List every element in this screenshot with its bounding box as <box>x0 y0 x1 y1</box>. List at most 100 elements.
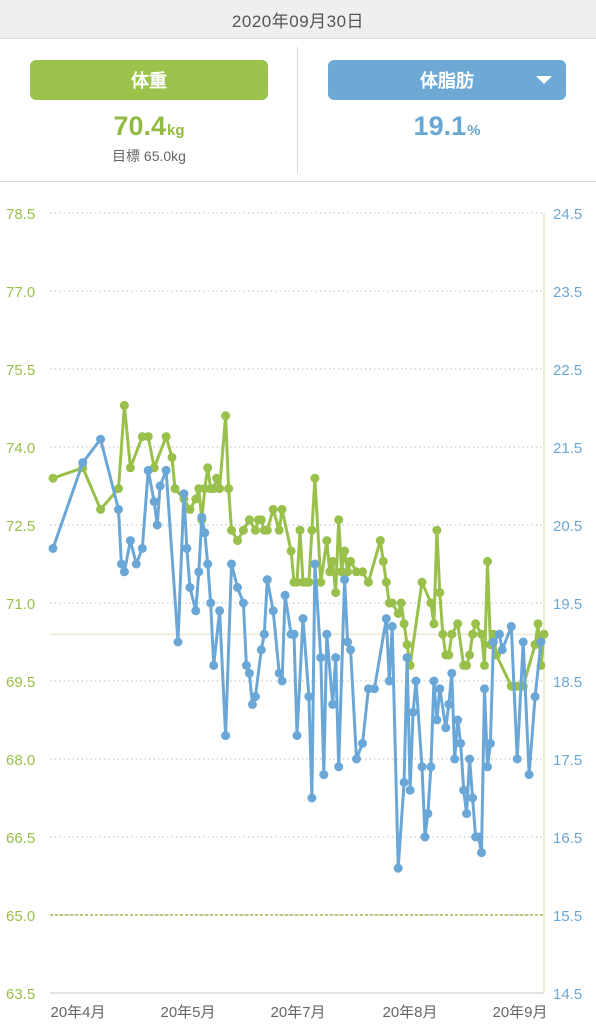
fat-point <box>423 809 433 819</box>
fat-panel: 体脂肪 19.1% <box>298 39 596 181</box>
weight-point <box>277 504 287 514</box>
weight-point <box>539 629 549 639</box>
fat-point <box>244 668 254 678</box>
fat-point <box>307 793 317 803</box>
fat-point <box>334 762 344 772</box>
fat-point <box>149 497 159 507</box>
weight-point <box>402 640 412 650</box>
weight-point <box>444 650 454 660</box>
weight-point <box>286 546 296 556</box>
fat-point <box>465 754 475 764</box>
fat-point <box>152 520 162 530</box>
weight-tab-button[interactable]: 体重 <box>30 60 268 100</box>
weight-point <box>396 598 406 608</box>
weight-number: 70.4 <box>113 111 167 141</box>
fat-point <box>494 629 504 639</box>
weight-point <box>274 525 284 535</box>
weight-point <box>185 504 195 514</box>
fat-point <box>331 653 341 663</box>
fat-point <box>480 684 489 694</box>
weight-point <box>233 536 242 546</box>
weight-point <box>432 525 442 535</box>
weight-point <box>268 504 278 514</box>
weight-point <box>417 577 427 587</box>
fat-point <box>209 660 219 670</box>
fat-point <box>155 481 165 491</box>
y-right-tick-label: 17.5 <box>553 752 582 769</box>
weight-point <box>125 463 135 473</box>
weight-point <box>215 484 225 494</box>
fat-point <box>197 512 207 522</box>
fat-point <box>274 668 284 678</box>
fat-point <box>512 754 522 764</box>
weight-point <box>471 619 481 629</box>
weight-point <box>256 515 266 525</box>
y-left-tick-label: 71.0 <box>6 596 35 613</box>
fat-point <box>488 637 498 647</box>
fat-point <box>447 668 457 678</box>
fat-point <box>262 575 272 585</box>
weight-point <box>340 546 350 556</box>
weight-point <box>483 556 492 566</box>
weight-point <box>212 473 222 483</box>
weight-point <box>343 567 353 577</box>
weight-point <box>346 556 356 566</box>
weight-point <box>295 525 305 535</box>
fat-point <box>387 621 397 631</box>
weight-point <box>465 650 475 660</box>
fat-point <box>536 637 546 647</box>
weight-point <box>310 473 320 483</box>
y-left-tick-label: 66.5 <box>6 830 35 847</box>
fat-point <box>206 598 216 608</box>
weight-unit: kg <box>167 122 185 139</box>
fat-line <box>51 437 543 870</box>
fat-point <box>485 738 495 748</box>
weight-line <box>52 403 546 688</box>
fat-point <box>48 543 58 553</box>
fat-point <box>316 653 326 663</box>
fat-point <box>319 770 329 780</box>
fat-point <box>399 777 409 787</box>
fat-point <box>381 614 391 624</box>
fat-point <box>161 465 171 475</box>
fat-point <box>215 606 225 616</box>
fat-series <box>48 434 546 873</box>
weight-point <box>429 619 439 629</box>
weight-point <box>227 525 236 535</box>
fat-point <box>221 731 231 741</box>
weight-point <box>96 504 106 514</box>
fat-value: 19.1% <box>298 111 596 142</box>
fat-point <box>346 645 356 655</box>
weight-panel: 体重 70.4kg 目標 65.0kg <box>0 39 298 181</box>
weight-point <box>328 556 338 566</box>
weight-point <box>435 588 445 598</box>
fat-point <box>393 863 403 873</box>
fat-point <box>518 637 528 647</box>
y-left-tick-label: 68.0 <box>6 752 35 769</box>
goal-label: 目標 <box>112 148 141 164</box>
fat-point <box>322 629 332 639</box>
fat-point <box>483 762 492 772</box>
fat-point <box>450 754 460 764</box>
weight-point <box>331 588 341 598</box>
weight-point <box>453 619 463 629</box>
x-tick-label: 20年8月 <box>382 1004 437 1021</box>
y-left-tick-label: 69.5 <box>6 674 35 691</box>
fat-point <box>78 458 88 468</box>
weight-point <box>426 598 436 608</box>
fat-point <box>116 559 126 569</box>
fat-point <box>241 660 251 670</box>
fat-point <box>343 637 353 647</box>
fat-point <box>259 629 269 639</box>
weight-fat-chart[interactable]: 78.5 77.0 75.5 74.0 72.5 71.0 69.5 68.0 66.5 65.0… <box>0 182 596 1024</box>
fat-point <box>250 692 260 702</box>
fat-point <box>233 582 242 592</box>
fat-dropdown-button[interactable]: 体脂肪 <box>328 60 566 100</box>
weight-point <box>250 525 260 535</box>
fat-point <box>96 434 106 444</box>
caret-down-icon <box>536 76 552 84</box>
weight-point <box>363 577 373 587</box>
weight-point <box>161 432 171 442</box>
y-right-tick-label: 20.5 <box>553 518 582 535</box>
fat-point <box>432 715 442 725</box>
